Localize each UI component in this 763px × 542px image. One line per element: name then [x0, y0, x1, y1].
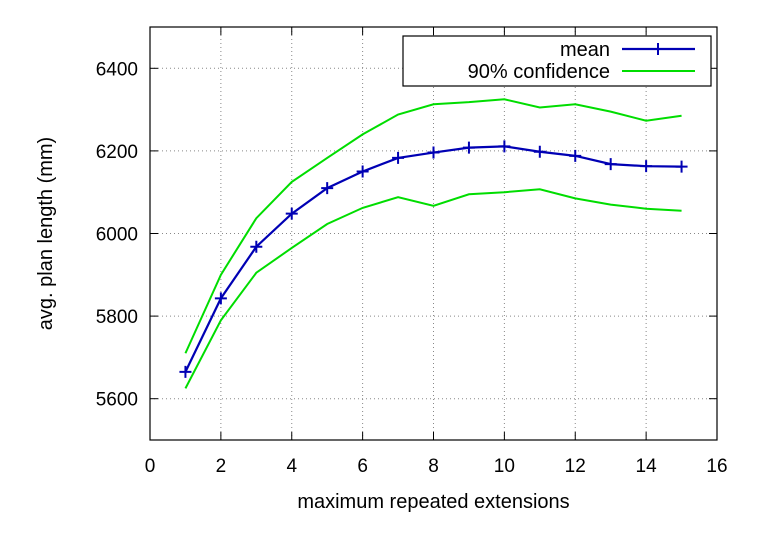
data-point-mean: [569, 149, 582, 162]
axis-ticks: 0 2 4 6 8 10 12 14 16 5600 5800 6000 6200 6400: [96, 27, 728, 477]
y-tick-label: 6400: [96, 59, 138, 80]
data-point-mean: [179, 365, 192, 378]
data-point-mean: [533, 145, 546, 158]
x-tick-label: 6: [357, 456, 368, 477]
x-tick-label: 16: [706, 456, 727, 477]
legend-label-90-confidence: 90% confidence: [468, 61, 610, 83]
data-point-mean: [498, 140, 511, 153]
data-point-mean: [462, 141, 475, 154]
plot-frame: [149, 26, 718, 441]
legend-swatches: [622, 43, 695, 72]
data-point-mean: [356, 165, 369, 178]
data-point-mean: [321, 182, 334, 195]
x-tick-label: 12: [565, 456, 586, 477]
data-point-mean: [392, 151, 405, 164]
y-tick-label: 6000: [96, 225, 138, 246]
y-tick-label: 6200: [96, 142, 138, 163]
data-point-mean: [427, 146, 440, 159]
x-axis-title: maximum repeated extensions: [297, 491, 569, 513]
y-tick-label: 5600: [96, 390, 138, 411]
legend-label-mean: mean: [560, 39, 610, 61]
data-point-mean: [675, 160, 688, 173]
data-point-mean: [640, 160, 653, 173]
series-line-confidence-lower: [184, 188, 682, 389]
x-tick-label: 8: [428, 456, 439, 477]
y-axis-title: avg. plan length (mm): [35, 137, 57, 330]
data-point-mean: [285, 207, 298, 220]
y-tick-label: 5800: [96, 307, 138, 328]
x-tick-label: 0: [145, 456, 156, 477]
series-line-confidence-upper: [184, 98, 682, 354]
legend-marker-mean: [652, 43, 664, 55]
data-point-mean: [604, 158, 617, 171]
legend-box: [402, 35, 712, 87]
legend: mean 90% confidence: [402, 35, 712, 87]
data-point-mean: [214, 292, 227, 305]
plot-series: [179, 98, 688, 389]
x-tick-label: 2: [216, 456, 227, 477]
x-tick-label: 4: [286, 456, 297, 477]
grid: [150, 27, 717, 440]
x-tick-label: 14: [636, 456, 658, 477]
data-point-mean: [250, 240, 263, 253]
x-tick-label: 10: [494, 456, 515, 477]
